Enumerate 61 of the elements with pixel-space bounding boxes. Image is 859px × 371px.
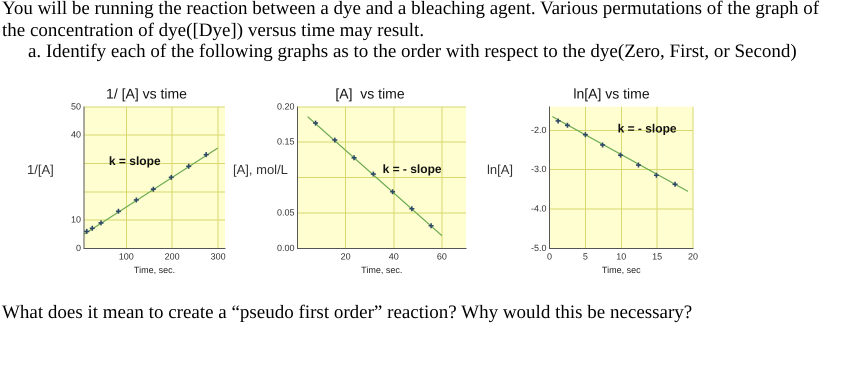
y-tick-label: 0 <box>76 242 82 253</box>
x-tick-label: 10 <box>616 251 626 262</box>
y-tick-label: 0.05 <box>276 207 295 218</box>
y-tick-label: -5.0 <box>530 242 547 253</box>
annotation: k = slope <box>108 154 161 168</box>
x-tick-label: 20 <box>340 251 351 262</box>
point <box>554 118 562 124</box>
point <box>332 136 338 144</box>
point <box>84 228 90 235</box>
text: You will be running the reaction between a dye and a bleaching agent. Various permutations of the graph of the concentration of dye([Dye]) versus time may result. <box>2 0 820 42</box>
point <box>428 222 434 230</box>
x-axis-title: Time, sec <box>602 265 642 276</box>
point <box>350 154 358 162</box>
text: a. Identify each of the following graphs as to the order with respect to the dye(Zero, First, or Second) <box>28 41 798 62</box>
annotation: k = - slope <box>382 162 442 176</box>
point <box>185 162 192 170</box>
y-tick-label: -4.0 <box>530 204 547 214</box>
y-axis-title: [A], mol/L <box>233 162 288 178</box>
y-axis-title: ln[A] <box>487 162 514 178</box>
point <box>370 170 377 178</box>
point <box>653 172 660 179</box>
point <box>150 186 157 193</box>
point <box>635 162 642 168</box>
point <box>168 174 175 181</box>
point <box>582 131 589 138</box>
x-tick-label: 15 <box>652 251 662 262</box>
y-tick-label: -3.0 <box>530 164 547 174</box>
y-tick-label: 10 <box>70 214 82 225</box>
chart-title: [A] vs time <box>335 85 405 102</box>
y-tick-label: 0.00 <box>276 242 295 253</box>
x-tick-label: 5 <box>582 251 588 262</box>
point <box>88 224 96 232</box>
y-tick-label: 50 <box>70 101 82 112</box>
x-tick-label: 200 <box>164 251 180 262</box>
point <box>202 151 210 158</box>
chart-title: ln[A] vs time <box>573 85 650 102</box>
point <box>408 205 416 212</box>
point <box>133 196 140 204</box>
point <box>98 220 104 226</box>
y-tick-label: 40 <box>70 130 82 140</box>
point <box>672 180 678 188</box>
x-axis-title: Time, sec. <box>361 265 402 276</box>
point <box>599 142 606 148</box>
point <box>389 188 396 196</box>
point <box>617 152 624 158</box>
annotation: k = - slope <box>618 121 677 136</box>
x-tick-label: 40 <box>388 251 399 262</box>
y-tick-label: 0.20 <box>276 101 295 112</box>
x-tick-label: 100 <box>118 251 134 262</box>
point <box>564 122 571 129</box>
y-axis-title: 1/[A] <box>27 162 54 178</box>
point <box>312 120 319 126</box>
x-tick-label: 60 <box>436 251 447 262</box>
text: What does it mean to create a “pseudo first order” reaction? Why would this be necessary? <box>2 302 692 324</box>
x-axis-title: Time, sec. <box>134 265 176 276</box>
y-tick-label: 0.15 <box>276 136 295 147</box>
chart-title: 1/ [A] vs time <box>106 85 188 102</box>
x-tick-label: 20 <box>688 251 698 262</box>
x-tick-label: 300 <box>210 251 226 262</box>
point <box>115 208 122 215</box>
y-tick-label: -2.0 <box>530 124 547 135</box>
